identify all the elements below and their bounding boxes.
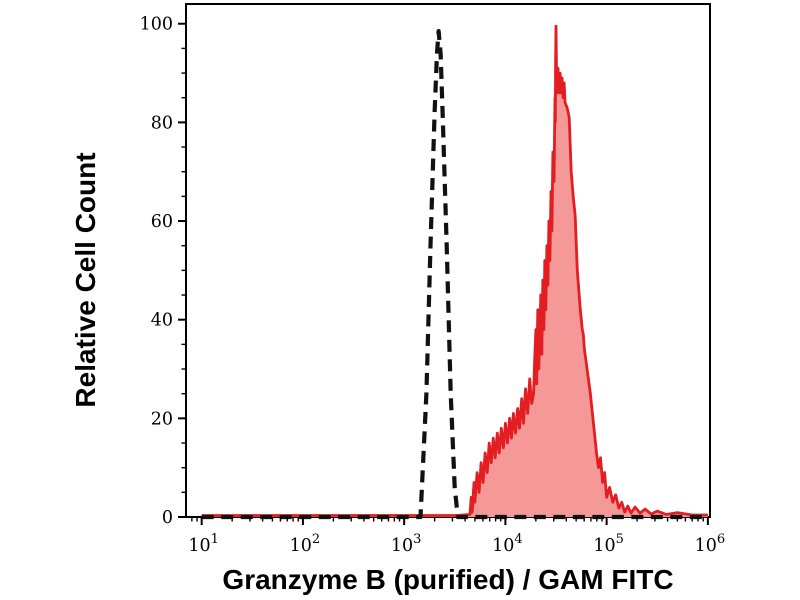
- x-tick-label: 101: [188, 532, 219, 556]
- y-tick-label: 100: [140, 15, 173, 35]
- x-tick-label: 102: [290, 532, 321, 556]
- x-tick-label: 106: [695, 532, 726, 556]
- y-tick-label: 60: [151, 212, 173, 232]
- y-tick-label: 40: [151, 311, 173, 331]
- x-tick-label: 104: [492, 532, 523, 556]
- x-axis-title: Granzyme B (purified) / GAM FITC: [222, 564, 674, 595]
- y-axis-title: Relative Cell Count: [70, 152, 101, 408]
- red-sample-histogram-fill: [201, 26, 708, 517]
- red-sample-histogram-outline: [201, 24, 708, 517]
- plot-border: [185, 3, 711, 518]
- x-tick-label: 105: [593, 532, 624, 556]
- dashed-control-histogram-outline: [201, 29, 708, 520]
- y-tick-label: 20: [151, 409, 173, 429]
- y-tick-label: 0: [162, 508, 173, 528]
- x-tick-label: 103: [391, 532, 422, 556]
- y-tick-label: 80: [151, 113, 173, 133]
